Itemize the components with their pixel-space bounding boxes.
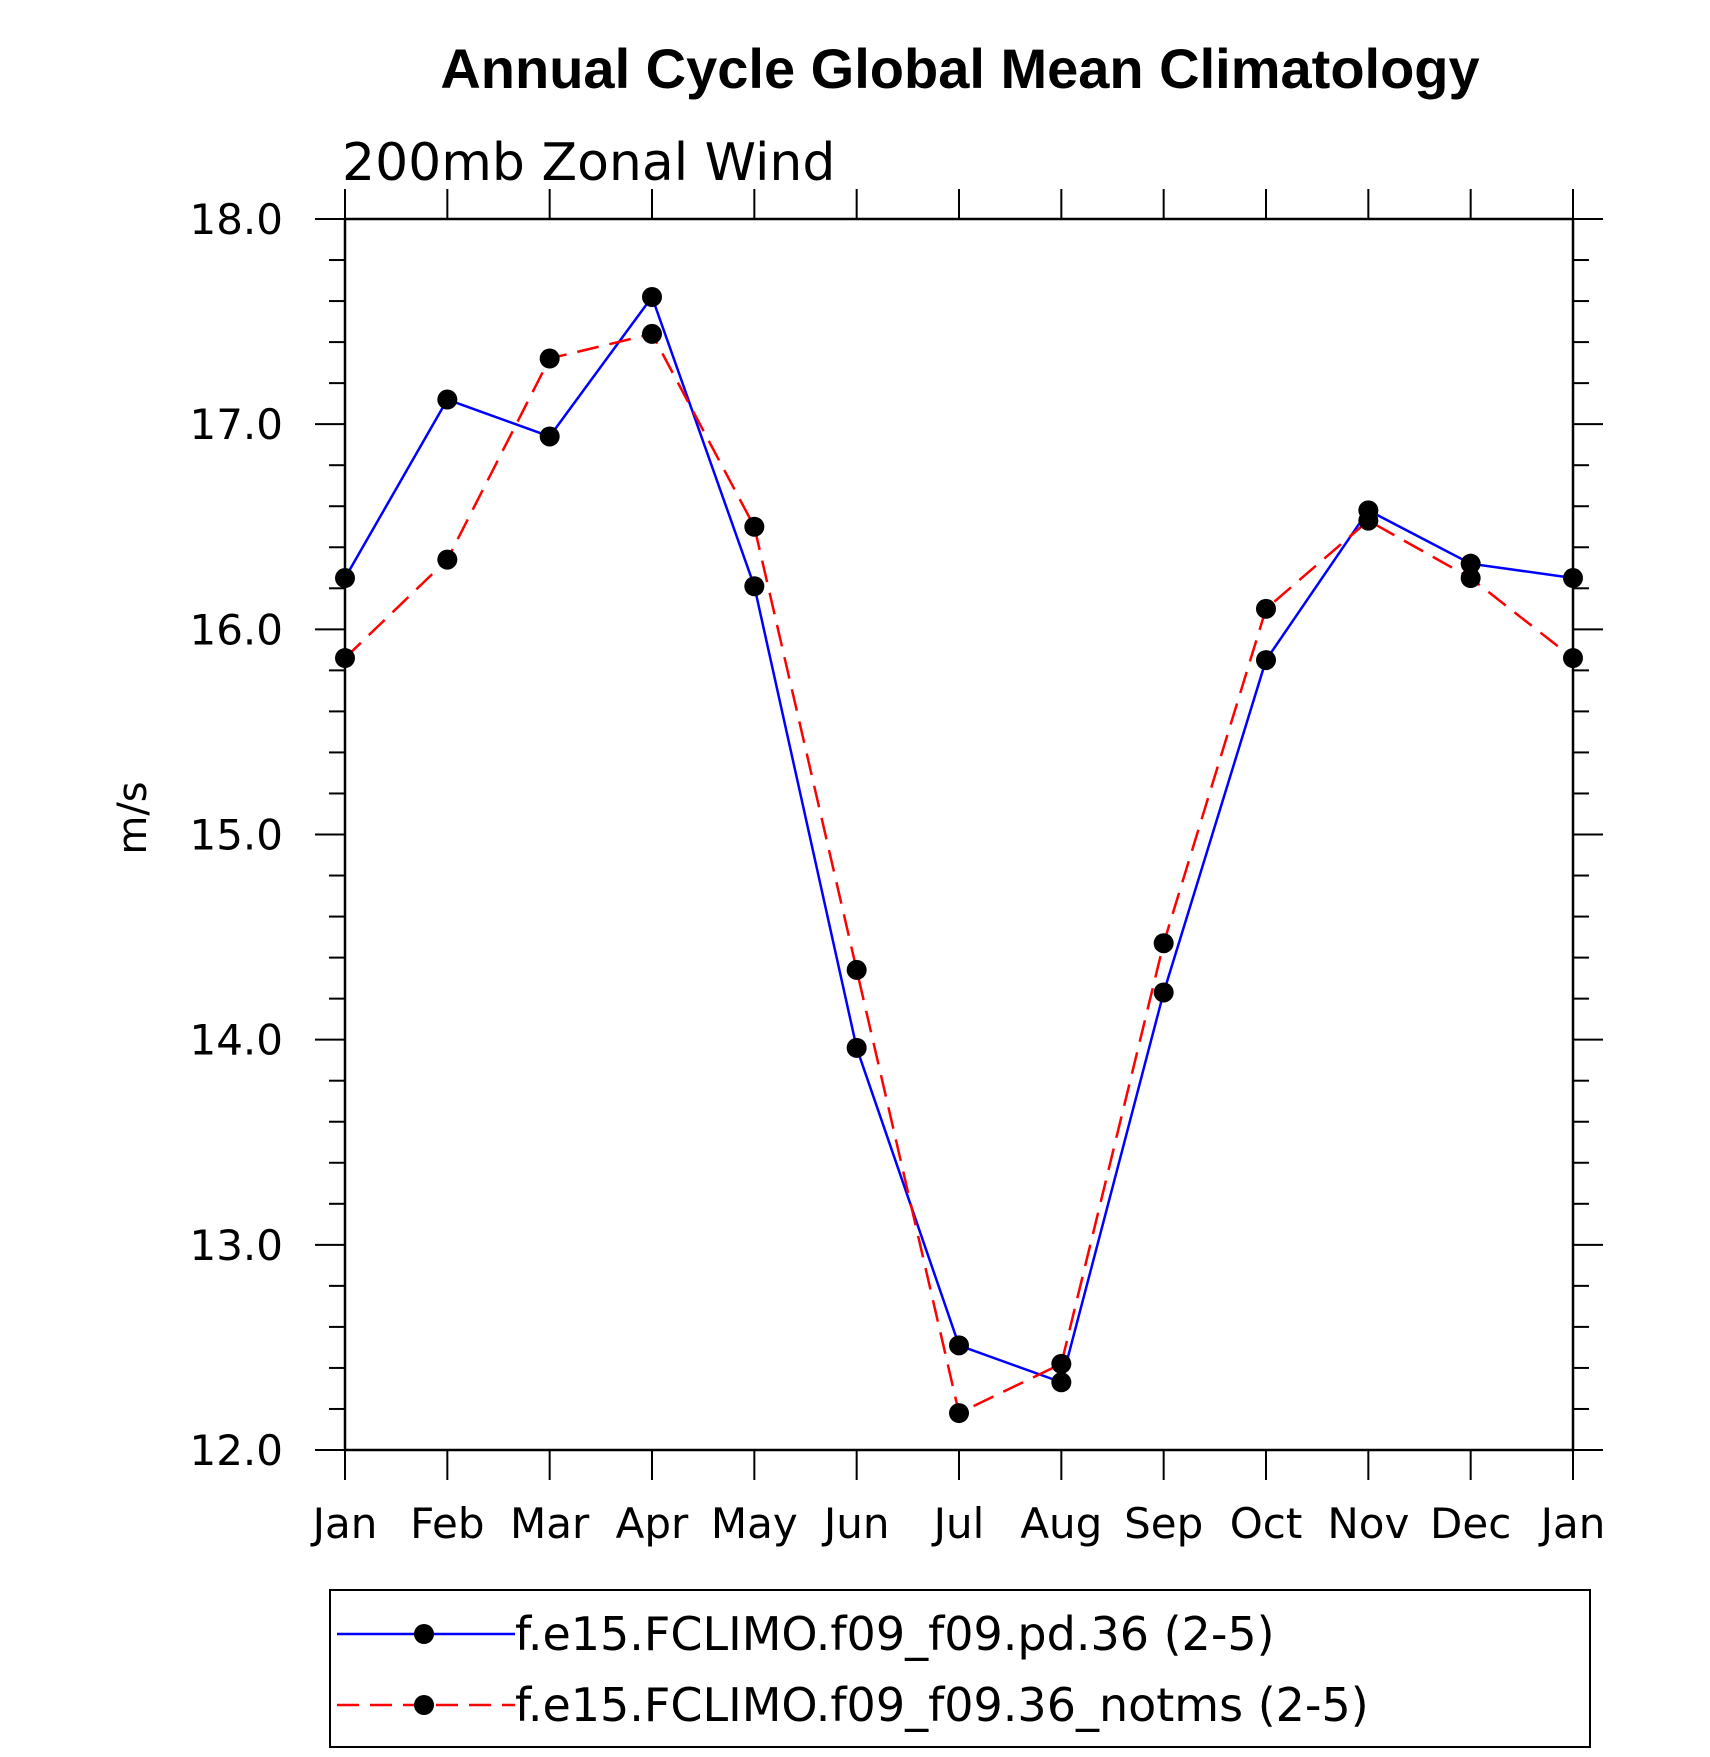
data-point-series-2 [642, 323, 662, 344]
data-point-series-1 [949, 1335, 969, 1356]
data-point-series-1 [437, 389, 458, 410]
data-point-series-2 [1358, 510, 1379, 531]
data-point-series-1 [1563, 568, 1583, 589]
data-point-series-2 [1460, 568, 1481, 589]
x-tick-label: Nov [1327, 1499, 1409, 1548]
x-tick-label: Sep [1124, 1499, 1203, 1548]
legend: f.e15.FCLIMO.f09_f09.pd.36 (2-5) f.e15.F… [329, 1589, 1591, 1748]
x-tick-label: Feb [410, 1499, 484, 1548]
x-tick-label: Jul [931, 1499, 985, 1548]
data-point-series-1 [335, 568, 355, 589]
plot-frame [343, 217, 1575, 1452]
data-point-series-1 [1051, 1372, 1072, 1393]
x-tick-label: Aug [1020, 1499, 1102, 1548]
data-point-series-2 [1051, 1353, 1072, 1374]
y-tick-label: 13.0 [189, 1221, 283, 1270]
data-point-series-1 [642, 286, 662, 307]
data-point-series-1 [539, 426, 560, 447]
legend-label-series-2: f.e15.FCLIMO.f09_f09.36_notms (2-5) [515, 1678, 1369, 1732]
data-point-series-1 [1460, 553, 1481, 574]
chart-subtitle: 200mb Zonal Wind [342, 133, 835, 193]
legend-marker-series-1 [414, 1624, 434, 1644]
data-point-series-1 [1256, 650, 1276, 671]
y-tick-label: 18.0 [189, 195, 283, 244]
chart-title: Annual Cycle Global Mean Climatology [440, 37, 1479, 100]
legend-marker-series-2 [414, 1695, 434, 1715]
data-point-series-2 [539, 348, 560, 369]
x-tick-label: Dec [1430, 1499, 1511, 1548]
x-tick-label: Jan [310, 1499, 378, 1548]
x-tick-label: Jan [1538, 1499, 1606, 1548]
y-tick-label: 12.0 [189, 1426, 283, 1475]
series-layer [335, 286, 1583, 1424]
y-tick-label: 15.0 [189, 811, 283, 860]
x-tick-label: May [711, 1499, 798, 1548]
x-tick-label: Jun [821, 1499, 890, 1548]
legend-box [329, 1589, 1591, 1748]
data-point-series-2 [744, 516, 765, 537]
y-tick-label: 14.0 [189, 1016, 283, 1065]
y-tick-label: 16.0 [189, 605, 283, 654]
data-point-series-2 [949, 1403, 969, 1424]
x-tick-label: Apr [616, 1499, 689, 1548]
y-axis-label: m/s [110, 781, 156, 854]
axes: 12.0 13.0 14.0 15.0 16.0 17.0 18.0 Jan Feb Mar Apr… [189, 189, 1605, 1548]
data-point-series-1 [846, 1037, 867, 1058]
x-tick-label: Mar [510, 1499, 590, 1548]
data-point-series-2 [1563, 648, 1583, 669]
data-point-series-1 [744, 576, 765, 597]
y-tick-label: 17.0 [189, 400, 283, 449]
data-point-series-2 [846, 959, 867, 980]
x-tick-label: Oct [1230, 1499, 1303, 1548]
data-point-series-2 [335, 648, 355, 669]
data-point-series-2 [1153, 933, 1174, 954]
data-point-series-1 [1153, 982, 1174, 1003]
legend-label-series-1: f.e15.FCLIMO.f09_f09.pd.36 (2-5) [515, 1607, 1275, 1661]
data-point-series-2 [437, 549, 458, 570]
series-line-2 [344, 332, 1574, 1415]
series-line-1 [343, 294, 1574, 1384]
data-point-series-2 [1256, 598, 1276, 619]
